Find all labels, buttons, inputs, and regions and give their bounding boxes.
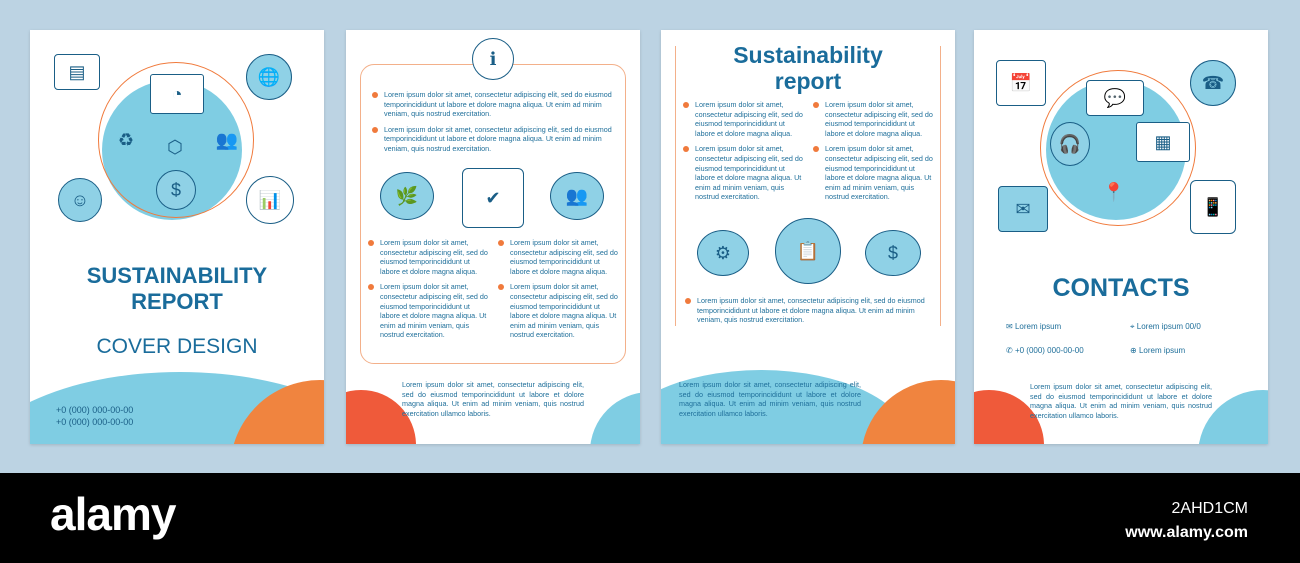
blue-wave xyxy=(590,392,640,444)
contacts-title: CONTACTS xyxy=(1052,274,1190,302)
report-panel: Sustainability report Lorem ipsum dolor s… xyxy=(661,30,955,444)
network-icon: ⬡ xyxy=(167,136,183,157)
contact-web[interactable]: ⊕ Lorem ipsum xyxy=(1130,346,1185,356)
title-line: Sustainability xyxy=(733,42,883,68)
paragraph: Lorem ipsum dolor sit amet, consectetur … xyxy=(498,282,620,340)
bar-chart-dollar-icon: $ xyxy=(865,230,921,276)
left-column: Lorem ipsum dolor sit amet, consectetur … xyxy=(368,238,490,340)
report-title: Sustainability report xyxy=(661,42,955,94)
contact-email[interactable]: ✉ Lorem ipsum xyxy=(1006,322,1061,332)
frame xyxy=(675,46,941,326)
dollar-arrows-icon: $ xyxy=(156,170,196,210)
leaves-icon: 🌿 xyxy=(380,172,434,220)
image-id: 2AHD1CM xyxy=(1171,500,1248,517)
contact-phone[interactable]: ✆ +0 (000) 000-00-00 xyxy=(1006,346,1084,356)
intro-column: Lorem ipsum dolor sit amet, consectetur … xyxy=(372,90,616,154)
title-line: report xyxy=(774,68,842,94)
phone-2: +0 (000) 000-00-00 xyxy=(56,417,134,427)
monitor-chart-icon: ◔ xyxy=(150,74,204,114)
web-value: Lorem ipsum xyxy=(1138,346,1186,355)
group-icon: 👥 xyxy=(550,172,604,220)
paragraph: Lorem ipsum dolor sit amet, consectetur … xyxy=(813,144,935,202)
email-value: Lorem ipsum xyxy=(1014,322,1062,331)
cover-panel: ▤ 🌐 ◔ ♻ 👥 ⬡ $ ☺ 📊 SUSTAINABILITY REPORT C… xyxy=(30,30,324,444)
phone-icon: ✆ xyxy=(1006,346,1013,355)
paragraph: Lorem ipsum dolor sit amet, consectetur … xyxy=(368,282,490,340)
dashboard-icon: ▤ xyxy=(54,54,100,90)
browser-icon: ▦ xyxy=(1136,122,1190,162)
alamy-logo: alamy xyxy=(50,488,176,540)
certificate-document-icon: ✔ xyxy=(462,168,524,228)
address-value: Lorem ipsum 00/0 xyxy=(1136,322,1201,331)
cover-title: SUSTAINABILITY REPORT xyxy=(30,263,324,315)
paragraph: Lorem ipsum dolor sit amet, consectetur … xyxy=(683,144,805,202)
paragraph: Lorem ipsum dolor sit amet, consectetur … xyxy=(813,100,935,138)
watermark-url: www.alamy.com xyxy=(1125,524,1248,541)
paragraph: Lorem ipsum dolor sit amet, consectetur … xyxy=(498,238,620,276)
envelope-icon: ✉ xyxy=(1006,322,1013,331)
recycle-icon: ♻ xyxy=(117,129,135,150)
cover-phones: +0 (000) 000-00-00 +0 (000) 000-00-00 xyxy=(56,404,133,428)
watermark-info: 2AHD1CM www.alamy.com xyxy=(1125,497,1248,545)
title-line: REPORT xyxy=(131,289,223,314)
phone-value: +0 (000) 000-00-00 xyxy=(1014,346,1084,355)
paragraph: Lorem ipsum dolor sit amet, consectetur … xyxy=(685,296,933,325)
globe-icon: ⊕ xyxy=(1130,346,1137,355)
bottom-column: Lorem ipsum dolor sit amet, consectetur … xyxy=(685,296,933,325)
paragraph: Lorem ipsum dolor sit amet, consectetur … xyxy=(683,100,805,138)
contact-address: ⌖ Lorem ipsum 00/0 xyxy=(1130,322,1201,332)
left-column: Lorem ipsum dolor sit amet, consectetur … xyxy=(683,100,805,202)
info-panel: ℹ Lorem ipsum dolor sit amet, consectetu… xyxy=(346,30,640,444)
growth-chart-icon: 📊 xyxy=(246,176,294,224)
right-column: Lorem ipsum dolor sit amet, consectetur … xyxy=(498,238,620,340)
globe-icon: 🌐 xyxy=(246,54,292,100)
info-icon: ℹ xyxy=(472,38,514,80)
footer-paragraph: Lorem ipsum dolor sit amet, consectetur … xyxy=(1030,382,1212,420)
paragraph: Lorem ipsum dolor sit amet, consectetur … xyxy=(368,238,490,276)
clipboard-report-icon: 📋 xyxy=(775,218,841,284)
paragraph: Lorem ipsum dolor sit amet, consectetur … xyxy=(372,125,616,154)
chat-icon: 💬 xyxy=(1086,80,1144,116)
mail-icon: ✉ xyxy=(998,186,1048,232)
orange-ring xyxy=(1040,70,1196,226)
paragraph: Lorem ipsum dolor sit amet, consectetur … xyxy=(372,90,616,119)
footer-paragraph: Lorem ipsum dolor sit amet, consectetur … xyxy=(402,380,584,418)
orange-ring xyxy=(98,62,254,218)
support-agent-icon: 🎧 xyxy=(1050,122,1090,166)
footer-paragraph: Lorem ipsum dolor sit amet, consectetur … xyxy=(679,380,861,418)
user-settings-icon: ⚙ xyxy=(697,230,749,276)
contacts-panel: 📅 ☎ 💬 🎧 ▦ 📍 ✉ 📱 CONTACTS ✉ Lorem ipsum ⌖… xyxy=(974,30,1268,444)
map-pin-icon: 📍 xyxy=(1102,181,1126,202)
people-cycle-icon: ☺ xyxy=(58,178,102,222)
right-column: Lorem ipsum dolor sit amet, consectetur … xyxy=(813,100,935,202)
phone-1: +0 (000) 000-00-00 xyxy=(56,405,134,415)
team-icon: 👥 xyxy=(215,129,239,150)
phone-call-icon: ☎ xyxy=(1190,60,1236,106)
mobile-icon: 📱 xyxy=(1190,180,1236,234)
location-icon: ⌖ xyxy=(1130,322,1135,331)
calendar-icon: 📅 xyxy=(996,60,1046,106)
watermark-bar: alamy 2AHD1CM www.alamy.com xyxy=(0,473,1300,563)
title-line: SUSTAINABILITY xyxy=(86,263,268,288)
cover-subtitle: COVER DESIGN xyxy=(96,335,258,358)
